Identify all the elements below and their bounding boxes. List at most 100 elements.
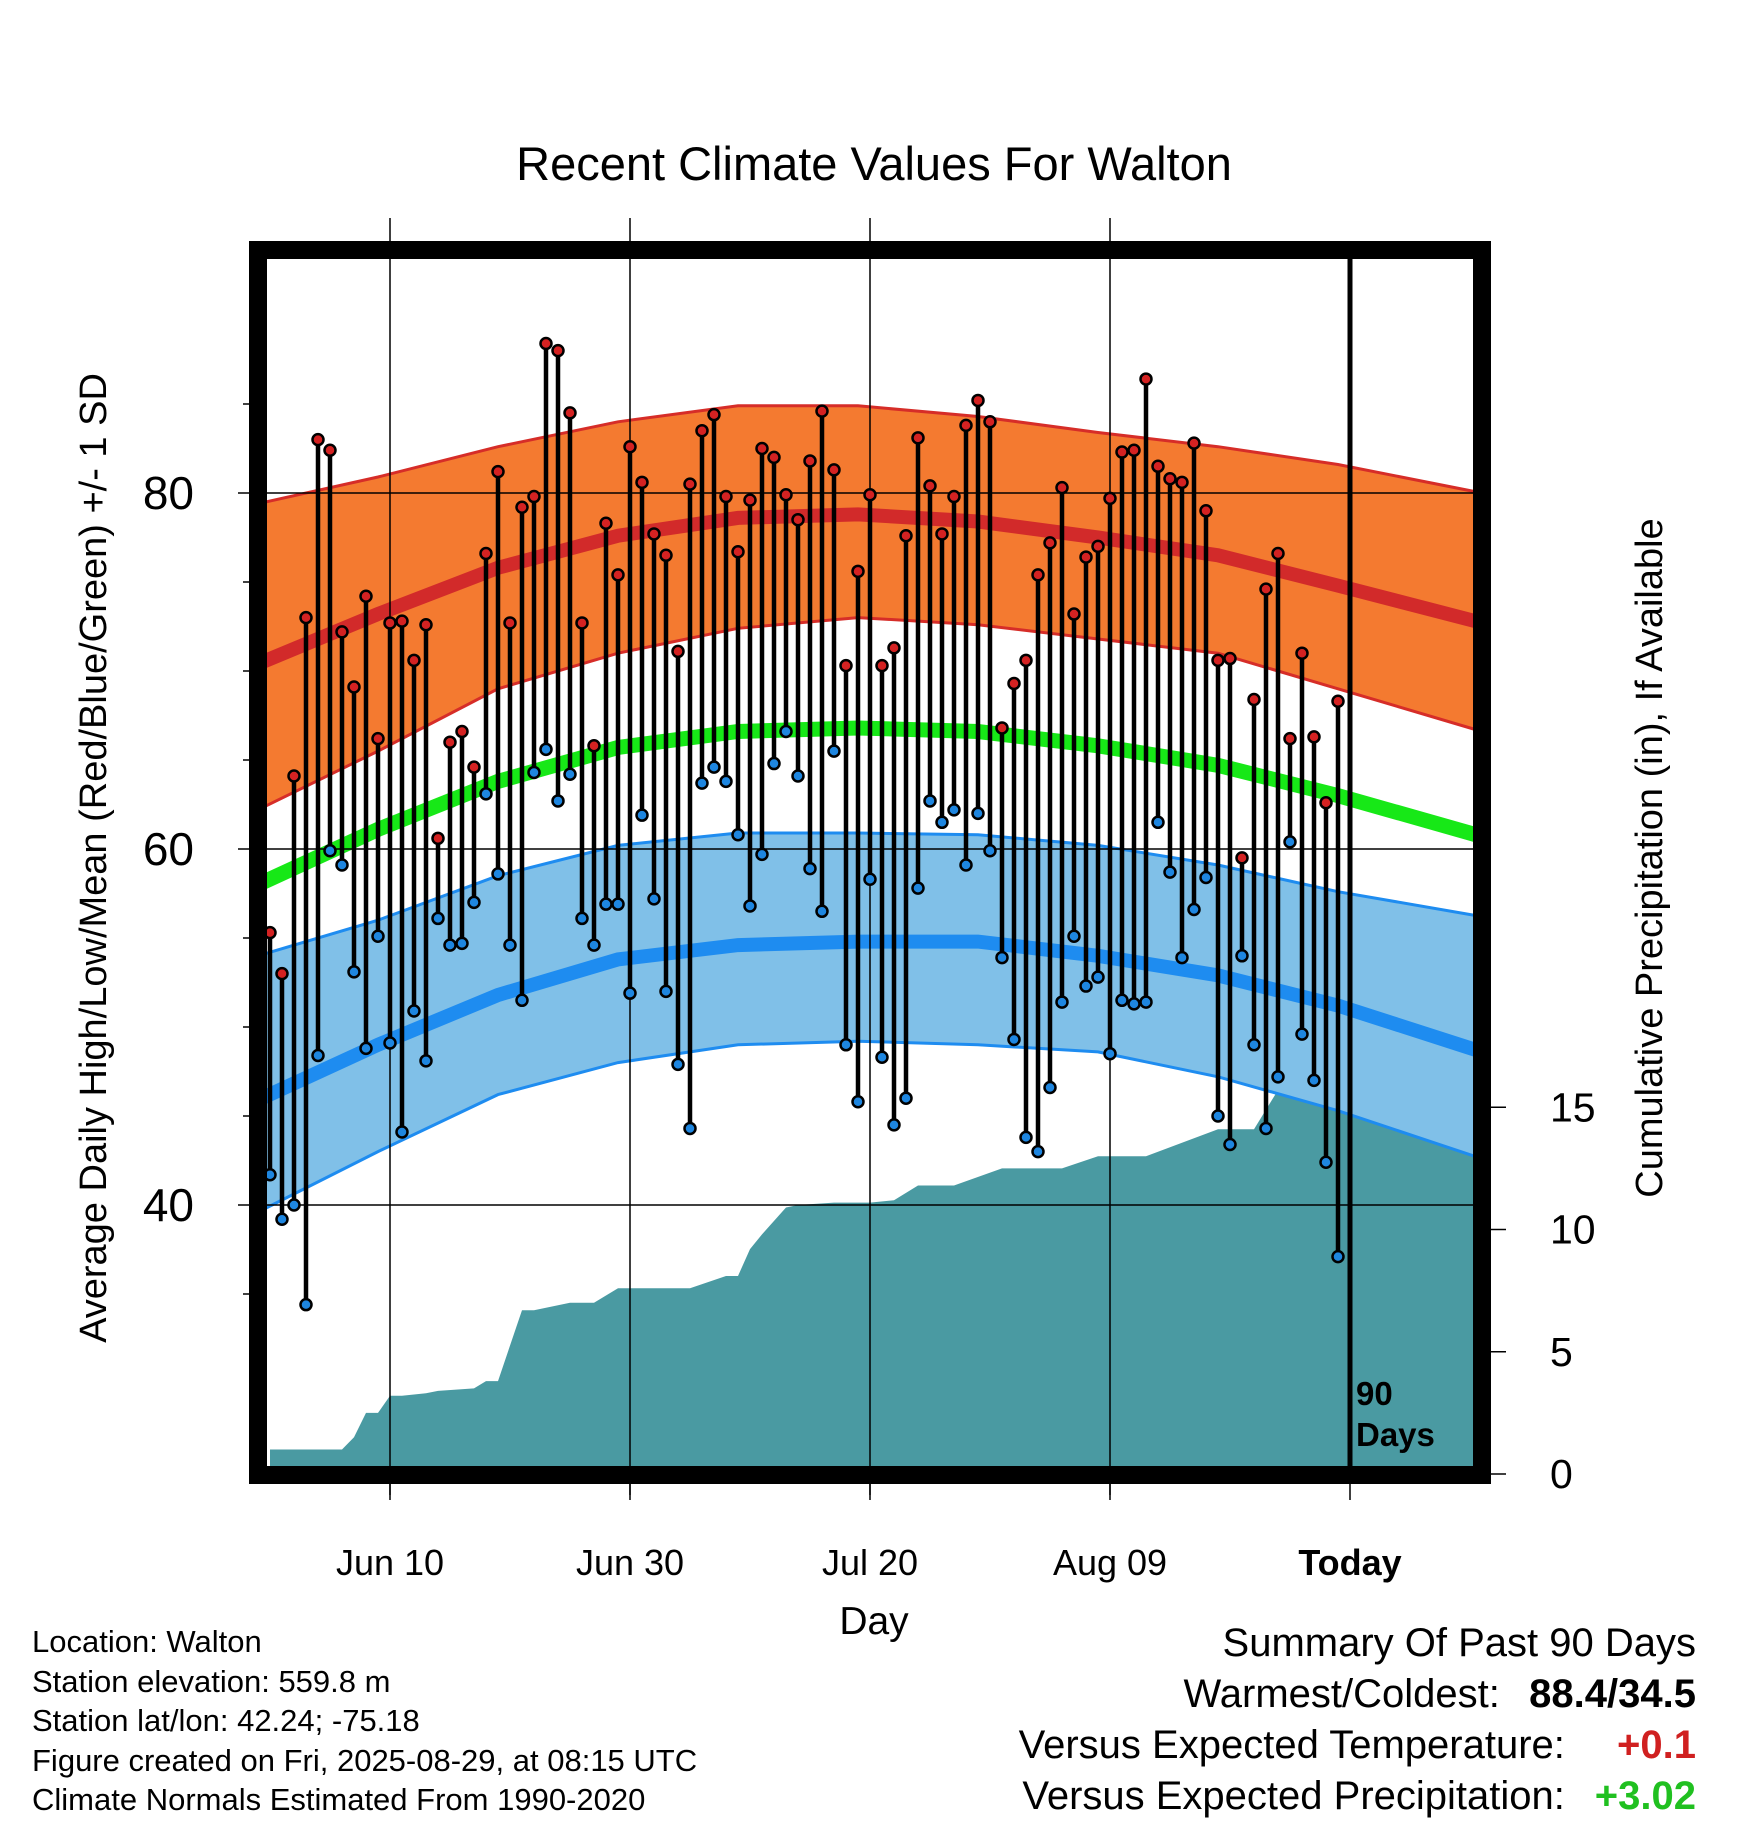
low-temp-point	[1139, 995, 1153, 1009]
high-temp-point	[863, 488, 877, 502]
high-temp-point	[875, 658, 889, 673]
temp-value: +0.1	[1617, 1723, 1696, 1767]
low-temp-point	[611, 897, 625, 911]
high-temp-point	[539, 336, 553, 351]
low-temp-point	[1043, 1080, 1057, 1095]
high-temp-point	[767, 450, 781, 465]
low-temp-point	[419, 1054, 433, 1068]
high-temp-point	[899, 528, 913, 543]
low-temp-point	[791, 769, 805, 783]
y-axis-label: Average Daily High/Low/Mean (Red/Blue/Gr…	[73, 373, 115, 1343]
low-temp-point	[767, 756, 781, 771]
high-temp-point	[851, 564, 865, 579]
low-temp-point	[1067, 929, 1081, 943]
x-tick-label: Today	[1298, 1542, 1401, 1583]
low-temp-point	[431, 911, 445, 926]
high-temp-point	[911, 431, 925, 445]
normals-text: Climate Normals Estimated From 1990-2020	[32, 1782, 646, 1817]
high-temp-point	[1163, 472, 1177, 486]
low-temp-point	[287, 1198, 301, 1212]
low-temp-point	[983, 844, 997, 858]
high-temp-point	[647, 527, 661, 541]
low-temp-point	[707, 760, 721, 774]
high-temp-point	[1259, 582, 1273, 596]
high-temp-point	[1331, 694, 1345, 709]
summary-panel: Summary Of Past 90 Days Warmest/Coldest:…	[1019, 1618, 1696, 1822]
high-temp-point	[323, 443, 337, 458]
low-temp-point	[299, 1297, 313, 1312]
low-temp-point	[1019, 1130, 1033, 1145]
high-temp-point	[923, 479, 937, 493]
low-temp-point	[683, 1121, 697, 1136]
high-temp-point	[887, 641, 901, 655]
high-temp-point	[935, 527, 949, 541]
low-temp-point	[503, 938, 517, 952]
low-temp-point	[659, 984, 673, 999]
low-temp-point	[383, 1036, 397, 1050]
high-temp-point	[623, 439, 637, 454]
station-info: Location: Walton Station elevation: 559.…	[32, 1622, 697, 1820]
high-temp-point	[383, 616, 397, 630]
high-temp-point	[1199, 504, 1213, 518]
high-temp-point	[971, 393, 985, 408]
low-temp-point	[1115, 993, 1129, 1008]
today-label-number: 90	[1356, 1375, 1393, 1412]
low-temp-point	[335, 858, 349, 872]
high-temp-point	[791, 512, 805, 527]
low-temp-point	[1031, 1144, 1045, 1159]
low-temp-point	[551, 794, 565, 808]
y2-tick-label: 15	[1550, 1084, 1596, 1130]
high-temp-point	[311, 432, 325, 447]
x-tick-label: Jul 20	[822, 1542, 918, 1583]
normal-high-line	[255, 507, 1484, 671]
low-temp-point	[1055, 995, 1069, 1009]
low-temp-point	[827, 744, 841, 758]
high-temp-point	[503, 616, 517, 630]
location-text: Location: Walton	[32, 1624, 262, 1659]
high-temp-point	[959, 418, 973, 433]
low-temp-point	[527, 765, 541, 780]
summary-title: Summary Of Past 90 Days	[1222, 1621, 1696, 1665]
high-sd-band-upper-edge	[257, 404, 1483, 506]
plot-frame	[249, 241, 1491, 1484]
high-temp-point	[695, 423, 709, 438]
y2-tick-label: 0	[1550, 1451, 1573, 1497]
low-temp-point	[599, 897, 613, 911]
high-temp-point	[659, 548, 673, 563]
high-temp-point	[827, 463, 841, 477]
low-temp-point	[851, 1095, 865, 1109]
low-temp-point	[839, 1038, 853, 1052]
high-temp-point	[347, 680, 361, 694]
high-temp-point	[371, 731, 385, 746]
precipitation-area	[270, 1070, 1477, 1474]
high-temp-point	[1079, 550, 1093, 564]
high-temp-point	[1307, 730, 1321, 744]
low-temp-point	[647, 892, 661, 906]
low-temp-point	[359, 1041, 373, 1056]
high-temp-point	[947, 489, 961, 504]
high-temp-point	[1187, 436, 1201, 450]
low-temp-point	[635, 808, 649, 822]
low-temp-point	[935, 815, 949, 830]
high-temp-point	[335, 625, 349, 639]
high-temp-point	[1211, 653, 1225, 668]
high-temp-point	[287, 769, 301, 783]
high-temp-point	[743, 493, 757, 507]
high-temp-point	[755, 441, 769, 456]
low-temp-point	[695, 776, 709, 790]
low-temp-point	[1259, 1121, 1273, 1136]
high-temp-point	[455, 724, 469, 739]
low-temp-point	[1007, 1032, 1021, 1047]
low-temp-point	[803, 861, 817, 876]
high-temp-point	[1319, 795, 1333, 810]
x-axis-label: Day	[839, 1600, 909, 1643]
high-temp-point	[1007, 676, 1021, 691]
high-temp-point	[731, 544, 745, 559]
y2-tick-label: 10	[1550, 1207, 1596, 1253]
low-temp-point	[947, 803, 961, 817]
today-label-days: Days	[1356, 1416, 1435, 1453]
low-temp-point	[1211, 1109, 1225, 1123]
low-temp-point	[1271, 1070, 1285, 1084]
high-temp-point	[467, 760, 481, 774]
high-temp-point	[803, 454, 817, 468]
